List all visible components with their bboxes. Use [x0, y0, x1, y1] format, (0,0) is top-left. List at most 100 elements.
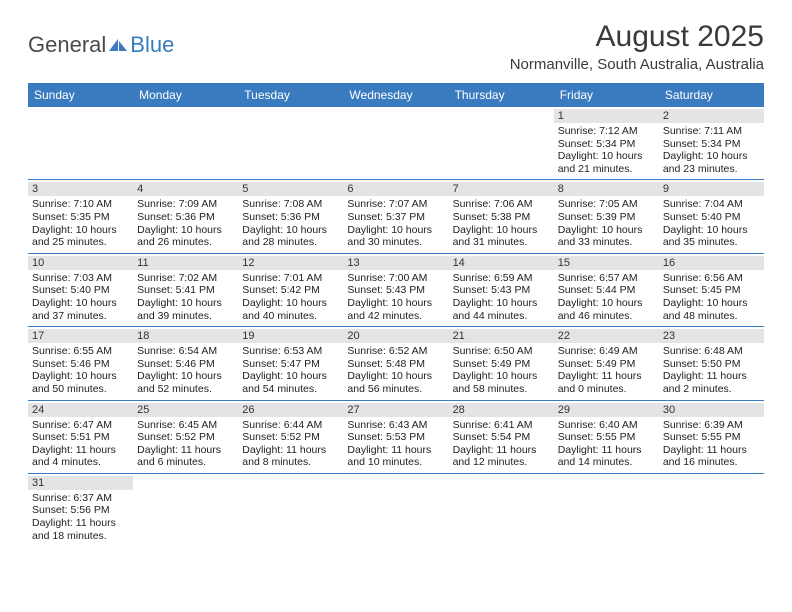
week-row: 3Sunrise: 7:10 AMSunset: 5:35 PMDaylight…	[28, 180, 764, 253]
day-number: 29	[554, 403, 659, 417]
dow-header: Thursday	[449, 83, 554, 107]
sun-line: Sunset: 5:43 PM	[453, 284, 550, 297]
logo-part1: General	[28, 32, 106, 58]
day-cell: 29Sunrise: 6:40 AMSunset: 5:55 PMDayligh…	[554, 401, 659, 473]
sun-line: Sunrise: 7:04 AM	[663, 198, 760, 211]
sun-line: Sunrise: 7:11 AM	[663, 125, 760, 138]
empty-cell	[449, 474, 554, 546]
sun-line: and 21 minutes.	[558, 163, 655, 176]
sun-line: Daylight: 11 hours	[453, 444, 550, 457]
day-number: 20	[343, 329, 448, 343]
dow-header: Friday	[554, 83, 659, 107]
sun-line: Sunset: 5:36 PM	[242, 211, 339, 224]
dow-header: Wednesday	[343, 83, 448, 107]
day-cell: 1Sunrise: 7:12 AMSunset: 5:34 PMDaylight…	[554, 107, 659, 179]
empty-cell	[238, 107, 343, 179]
sun-line: and 56 minutes.	[347, 383, 444, 396]
sun-line: Sunrise: 7:02 AM	[137, 272, 234, 285]
sun-line: and 2 minutes.	[663, 383, 760, 396]
sun-line: and 8 minutes.	[242, 456, 339, 469]
sun-line: Sunset: 5:54 PM	[453, 431, 550, 444]
sun-line: Sunrise: 7:12 AM	[558, 125, 655, 138]
sun-line: and 28 minutes.	[242, 236, 339, 249]
sun-line: Sunset: 5:52 PM	[137, 431, 234, 444]
sun-line: Sunset: 5:41 PM	[137, 284, 234, 297]
day-number: 1	[554, 109, 659, 123]
sun-line: Sunrise: 7:10 AM	[32, 198, 129, 211]
sun-line: Sunrise: 6:50 AM	[453, 345, 550, 358]
sun-line: Sunset: 5:55 PM	[663, 431, 760, 444]
day-number: 6	[343, 182, 448, 196]
sun-line: and 50 minutes.	[32, 383, 129, 396]
day-cell: 24Sunrise: 6:47 AMSunset: 5:51 PMDayligh…	[28, 401, 133, 473]
sun-line: Daylight: 11 hours	[137, 444, 234, 457]
empty-cell	[659, 474, 764, 546]
sun-line: and 58 minutes.	[453, 383, 550, 396]
dow-header: Tuesday	[238, 83, 343, 107]
sun-line: Sunset: 5:46 PM	[137, 358, 234, 371]
day-cell: 5Sunrise: 7:08 AMSunset: 5:36 PMDaylight…	[238, 180, 343, 252]
month-title: August 2025	[510, 20, 764, 54]
sun-line: and 35 minutes.	[663, 236, 760, 249]
sun-line: and 10 minutes.	[347, 456, 444, 469]
sun-line: Daylight: 11 hours	[32, 517, 129, 530]
day-number: 14	[449, 256, 554, 270]
day-number: 16	[659, 256, 764, 270]
day-cell: 10Sunrise: 7:03 AMSunset: 5:40 PMDayligh…	[28, 254, 133, 326]
logo-text: General Blue	[28, 32, 174, 58]
day-number: 22	[554, 329, 659, 343]
sun-line: Sunset: 5:50 PM	[663, 358, 760, 371]
day-number: 13	[343, 256, 448, 270]
day-number: 12	[238, 256, 343, 270]
sun-line: Sunset: 5:38 PM	[453, 211, 550, 224]
day-cell: 3Sunrise: 7:10 AMSunset: 5:35 PMDaylight…	[28, 180, 133, 252]
sun-line: Sunrise: 6:47 AM	[32, 419, 129, 432]
sun-line: and 44 minutes.	[453, 310, 550, 323]
sun-line: Sunrise: 6:56 AM	[663, 272, 760, 285]
sun-line: and 39 minutes.	[137, 310, 234, 323]
sun-line: Daylight: 10 hours	[32, 224, 129, 237]
sun-line: Sunrise: 7:06 AM	[453, 198, 550, 211]
sun-line: Daylight: 10 hours	[558, 224, 655, 237]
day-number: 2	[659, 109, 764, 123]
sun-line: Daylight: 10 hours	[453, 370, 550, 383]
sun-line: and 4 minutes.	[32, 456, 129, 469]
day-cell: 22Sunrise: 6:49 AMSunset: 5:49 PMDayligh…	[554, 327, 659, 399]
week-row: 17Sunrise: 6:55 AMSunset: 5:46 PMDayligh…	[28, 327, 764, 400]
sun-line: Daylight: 10 hours	[137, 224, 234, 237]
sun-line: Daylight: 10 hours	[453, 297, 550, 310]
day-cell: 12Sunrise: 7:01 AMSunset: 5:42 PMDayligh…	[238, 254, 343, 326]
sun-line: Daylight: 10 hours	[32, 370, 129, 383]
day-cell: 28Sunrise: 6:41 AMSunset: 5:54 PMDayligh…	[449, 401, 554, 473]
empty-cell	[554, 474, 659, 546]
day-cell: 15Sunrise: 6:57 AMSunset: 5:44 PMDayligh…	[554, 254, 659, 326]
sun-line: Sunrise: 6:54 AM	[137, 345, 234, 358]
sun-line: and 33 minutes.	[558, 236, 655, 249]
sun-line: Daylight: 10 hours	[558, 150, 655, 163]
day-cell: 13Sunrise: 7:00 AMSunset: 5:43 PMDayligh…	[343, 254, 448, 326]
sun-line: and 16 minutes.	[663, 456, 760, 469]
day-number: 17	[28, 329, 133, 343]
day-number: 24	[28, 403, 133, 417]
sun-line: Daylight: 10 hours	[663, 224, 760, 237]
day-number: 4	[133, 182, 238, 196]
sun-line: and 0 minutes.	[558, 383, 655, 396]
sun-line: Daylight: 10 hours	[242, 370, 339, 383]
sun-line: and 23 minutes.	[663, 163, 760, 176]
sun-line: Daylight: 10 hours	[663, 297, 760, 310]
sun-line: and 25 minutes.	[32, 236, 129, 249]
day-number: 3	[28, 182, 133, 196]
sun-line: Daylight: 11 hours	[347, 444, 444, 457]
empty-cell	[238, 474, 343, 546]
sun-line: Sunset: 5:37 PM	[347, 211, 444, 224]
day-cell: 18Sunrise: 6:54 AMSunset: 5:46 PMDayligh…	[133, 327, 238, 399]
sun-line: Sunset: 5:49 PM	[453, 358, 550, 371]
day-number: 30	[659, 403, 764, 417]
sun-line: Sunset: 5:52 PM	[242, 431, 339, 444]
sun-line: Sunrise: 6:44 AM	[242, 419, 339, 432]
sun-line: and 40 minutes.	[242, 310, 339, 323]
day-cell: 8Sunrise: 7:05 AMSunset: 5:39 PMDaylight…	[554, 180, 659, 252]
dow-header: Sunday	[28, 83, 133, 107]
sun-line: Sunrise: 7:03 AM	[32, 272, 129, 285]
sun-line: and 46 minutes.	[558, 310, 655, 323]
